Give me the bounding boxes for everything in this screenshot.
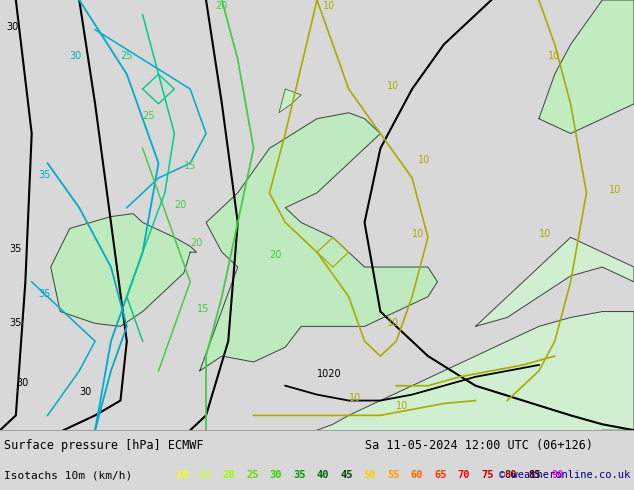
Text: 55: 55	[387, 470, 400, 480]
Text: 10: 10	[387, 318, 399, 328]
Text: 10: 10	[396, 401, 408, 412]
Polygon shape	[317, 312, 634, 430]
Text: 30: 30	[79, 387, 91, 396]
Text: 25: 25	[246, 470, 259, 480]
Text: 10: 10	[323, 1, 335, 11]
Text: 15: 15	[184, 161, 197, 171]
Text: 35: 35	[38, 170, 51, 180]
Polygon shape	[51, 214, 197, 326]
Text: 50: 50	[364, 470, 376, 480]
Text: 15: 15	[199, 470, 212, 480]
Text: 20: 20	[269, 250, 282, 260]
Text: 75: 75	[481, 470, 494, 480]
Polygon shape	[200, 113, 437, 371]
Text: 10: 10	[548, 51, 560, 61]
Polygon shape	[476, 237, 634, 326]
Text: 25: 25	[120, 51, 133, 61]
Text: 20: 20	[190, 238, 203, 248]
Text: 25: 25	[143, 111, 155, 121]
Text: 10: 10	[387, 81, 399, 91]
Text: 10: 10	[539, 229, 551, 239]
Text: 70: 70	[458, 470, 470, 480]
Polygon shape	[539, 0, 634, 133]
Text: 40: 40	[317, 470, 329, 480]
Text: 45: 45	[340, 470, 353, 480]
Text: 20: 20	[216, 1, 228, 11]
Text: 10: 10	[412, 229, 424, 239]
Text: 10: 10	[418, 155, 430, 165]
Text: 10: 10	[609, 185, 621, 195]
Text: © weatheronline.co.uk: © weatheronline.co.uk	[499, 470, 630, 480]
Text: 30: 30	[70, 51, 82, 61]
Text: 20: 20	[223, 470, 235, 480]
Text: 35: 35	[294, 470, 306, 480]
Text: 35: 35	[10, 318, 22, 328]
Text: 60: 60	[411, 470, 424, 480]
Text: 35: 35	[38, 289, 51, 299]
Text: 15: 15	[197, 303, 209, 314]
Text: 80: 80	[505, 470, 517, 480]
Text: 10: 10	[349, 392, 361, 403]
Text: 1020: 1020	[317, 369, 342, 379]
Text: 10: 10	[176, 470, 188, 480]
Text: 85: 85	[528, 470, 541, 480]
Text: 35: 35	[10, 244, 22, 254]
Text: 20: 20	[174, 200, 187, 210]
Text: Isotachs 10m (km/h): Isotachs 10m (km/h)	[4, 470, 133, 480]
Text: 65: 65	[434, 470, 447, 480]
Text: Sa 11-05-2024 12:00 UTC (06+126): Sa 11-05-2024 12:00 UTC (06+126)	[365, 439, 593, 452]
Text: 90: 90	[552, 470, 564, 480]
Text: 30: 30	[6, 22, 18, 32]
Text: 30: 30	[269, 470, 282, 480]
Polygon shape	[279, 89, 301, 113]
Polygon shape	[51, 214, 197, 326]
Polygon shape	[200, 113, 437, 371]
Text: 30: 30	[16, 378, 28, 388]
Text: Surface pressure [hPa] ECMWF: Surface pressure [hPa] ECMWF	[4, 439, 204, 452]
